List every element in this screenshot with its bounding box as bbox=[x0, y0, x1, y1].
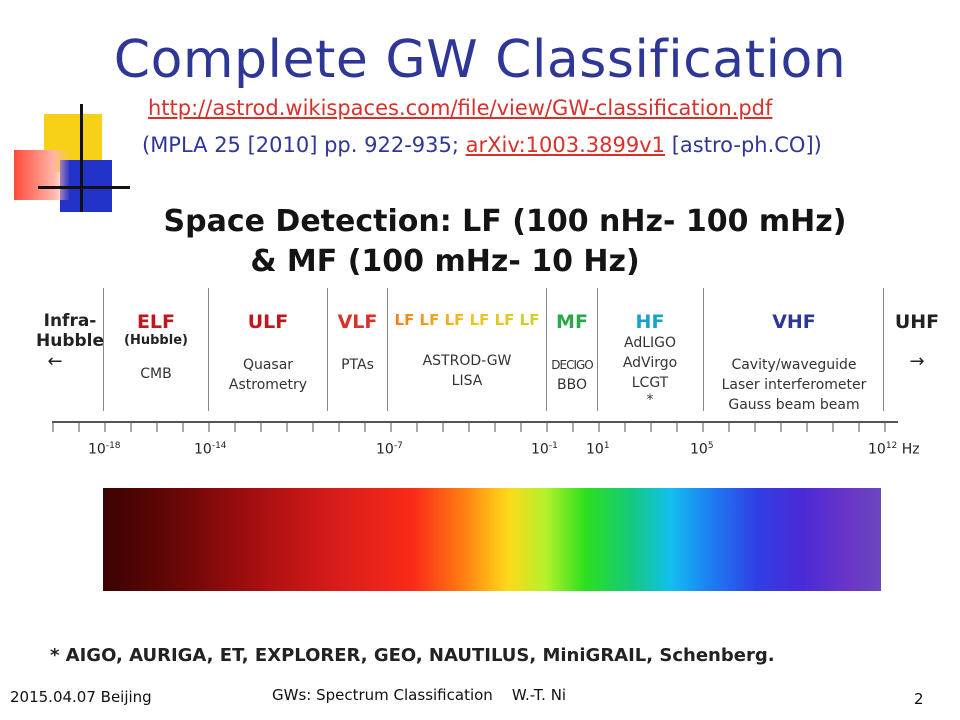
arxiv-link[interactable]: arXiv:1003.3899v1 bbox=[465, 133, 666, 157]
page-number: 2 bbox=[914, 690, 924, 708]
lf-label: LF LF LF LF LF LF bbox=[388, 311, 546, 329]
reference-suffix: [astro-ph.CO]) bbox=[665, 133, 822, 157]
tick-label-1e-18: 10-18 bbox=[88, 441, 121, 458]
band-hf: HF AdLIGO AdVirgo LCGT * bbox=[598, 311, 702, 407]
lf-detector-2: LISA bbox=[451, 373, 483, 389]
infra-hubble-label-2: Hubble bbox=[35, 331, 105, 351]
footer-talk-title: GWs: Spectrum Classification W.-T. Ni bbox=[272, 686, 567, 704]
band-uhf: UHF → bbox=[886, 311, 948, 372]
vhf-label: VHF bbox=[772, 311, 816, 333]
band-vlf: VLF PTAs bbox=[328, 311, 387, 375]
reference-url-link[interactable]: http://astrod.wikispaces.com/file/view/G… bbox=[148, 96, 773, 120]
reference-line: (MPLA 25 [2010] pp. 922-935; arXiv:1003.… bbox=[142, 133, 822, 157]
lf-detector-1: ASTROD-GW bbox=[422, 353, 512, 369]
ulf-detector-1: Quasar bbox=[242, 357, 294, 373]
band-separator bbox=[103, 288, 104, 411]
band-separator bbox=[208, 288, 209, 411]
footer-date-place: 2015.04.07 Beijing bbox=[10, 688, 152, 706]
logo-vertical-line bbox=[80, 104, 83, 212]
hf-detector-1: AdLIGO bbox=[623, 335, 676, 351]
logo-red-square bbox=[14, 150, 70, 200]
reference-prefix: (MPLA 25 [2010] pp. 922-935; bbox=[142, 133, 466, 157]
tick-label-1e-14: 10-14 bbox=[194, 441, 227, 458]
band-elf: ELF (Hubble) CMB bbox=[110, 311, 202, 384]
infra-hubble-label-1: Infra- bbox=[43, 311, 97, 331]
vhf-detector-3: Gauss beam beam bbox=[728, 397, 860, 413]
tick-label-1e-7: 10-7 bbox=[376, 441, 403, 458]
tick-label-1e5: 105 bbox=[690, 441, 714, 458]
uhf-label: UHF bbox=[894, 311, 940, 333]
logo-horizontal-line bbox=[38, 186, 130, 189]
ulf-label: ULF bbox=[247, 311, 289, 333]
hf-detector-2: AdVirgo bbox=[622, 355, 678, 371]
mf-label: MF bbox=[556, 311, 588, 333]
vhf-detector-2: Laser interferometer bbox=[721, 377, 867, 393]
axis-unit: Hz bbox=[901, 441, 920, 458]
subtitle-line-2: & MF (100 mHz- 10 Hz) bbox=[250, 244, 640, 279]
tick-label-1e1: 101 bbox=[586, 441, 610, 458]
color-spectrum-bar bbox=[103, 488, 881, 591]
hf-label: HF bbox=[635, 311, 665, 333]
page-title: Complete GW Classification bbox=[113, 30, 847, 90]
axis-line bbox=[52, 421, 898, 423]
band-infra-hubble: Infra- Hubble ← bbox=[30, 311, 110, 372]
band-separator bbox=[597, 288, 598, 411]
band-separator bbox=[546, 288, 547, 411]
band-diagram: Infra- Hubble ← ELF (Hubble) CMB ULF Qua… bbox=[0, 285, 960, 465]
band-separator bbox=[387, 288, 388, 411]
vhf-detector-1: Cavity/waveguide bbox=[731, 357, 857, 373]
hf-detector-3: LCGT bbox=[631, 375, 669, 391]
band-separator bbox=[327, 288, 328, 411]
footnote: * AIGO, AURIGA, ET, EXPLORER, GEO, NAUTI… bbox=[50, 645, 775, 666]
band-separator bbox=[703, 288, 704, 411]
band-vhf: VHF Cavity/waveguide Laser interferomete… bbox=[704, 311, 884, 415]
band-separator bbox=[883, 288, 884, 411]
left-arrow-icon: ← bbox=[47, 351, 63, 372]
elf-sublabel: (Hubble) bbox=[124, 333, 188, 348]
band-lf: LF LF LF LF LF LF ASTROD-GW LISA bbox=[388, 311, 546, 391]
elf-label: ELF bbox=[136, 311, 176, 333]
tick-label-1e12: 1012 Hz bbox=[868, 441, 920, 458]
right-arrow-icon: → bbox=[909, 351, 925, 372]
mf-detector-2: BBO bbox=[557, 377, 587, 393]
vlf-detector: PTAs bbox=[341, 357, 374, 373]
mf-detector-1: DECIGO bbox=[551, 358, 593, 372]
hf-detector-4: * bbox=[646, 392, 654, 408]
tick-label-1e-1: 10-1 bbox=[531, 441, 558, 458]
band-mf: MF DECIGO BBO bbox=[544, 311, 600, 395]
logo-decoration bbox=[10, 100, 130, 220]
vlf-label: VLF bbox=[337, 311, 378, 333]
band-ulf: ULF Quasar Astrometry bbox=[210, 311, 326, 395]
axis-ticks bbox=[52, 422, 886, 432]
subtitle: Space Detection: LF (100 nHz- 100 mHz) &… bbox=[0, 202, 960, 282]
elf-detector: CMB bbox=[140, 366, 172, 382]
ulf-detector-2: Astrometry bbox=[228, 377, 308, 393]
subtitle-line-1: Space Detection: LF (100 nHz- 100 mHz) bbox=[163, 204, 847, 239]
